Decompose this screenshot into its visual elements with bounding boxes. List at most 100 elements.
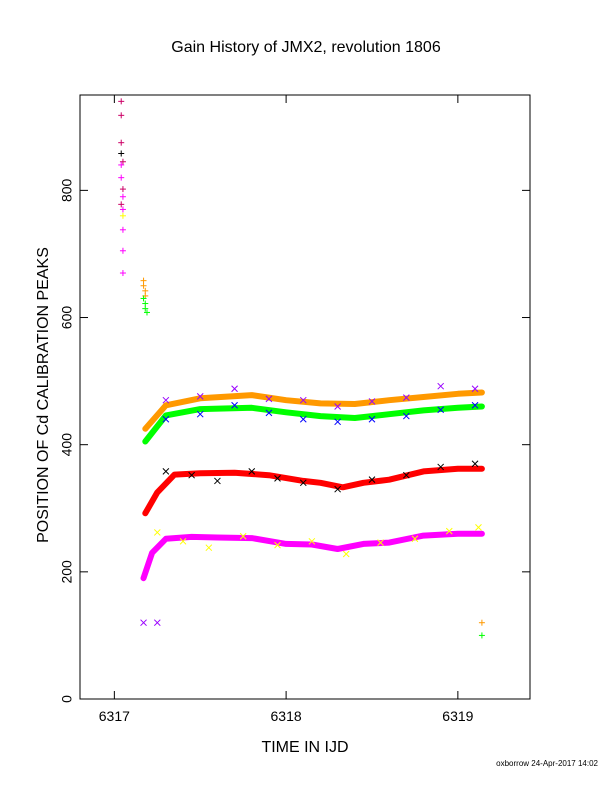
data-point (334, 485, 341, 493)
chart-title: Gain History of JMX2, revolution 1806 (171, 39, 441, 56)
data-point (119, 206, 126, 213)
series-12 (119, 212, 126, 219)
marker-stroke (188, 471, 195, 479)
data-point (143, 309, 150, 316)
x-tick-label: 6319 (442, 708, 473, 724)
data-point (140, 277, 147, 284)
data-point (140, 295, 147, 302)
series-11 (118, 150, 125, 157)
data-point (119, 226, 126, 233)
series-line (142, 389, 485, 432)
series-line (140, 530, 485, 582)
marker-stroke (214, 477, 221, 485)
y-tick-label: 200 (59, 560, 75, 584)
marker-stroke (334, 403, 341, 410)
series-4 (162, 460, 479, 493)
marker-stroke (179, 537, 187, 545)
marker-stroke (299, 479, 307, 487)
marker-stroke (162, 415, 170, 423)
data-point (308, 537, 316, 545)
data-point (196, 410, 204, 418)
series-line (142, 465, 485, 517)
x-tick-label: 6317 (99, 708, 130, 724)
data-point (179, 537, 187, 545)
marker-stroke (402, 412, 410, 420)
data-point (471, 385, 479, 393)
data-point (274, 475, 281, 482)
data-point (196, 393, 204, 400)
y-tick-label: 600 (59, 306, 75, 330)
data-point (119, 186, 126, 193)
marker-stroke (471, 460, 479, 468)
data-point (475, 523, 482, 531)
x-tick-label: 6318 (271, 708, 302, 724)
series-13 (140, 277, 485, 626)
series-2 (142, 465, 485, 517)
marker-stroke (162, 396, 170, 404)
series-14 (140, 295, 485, 639)
series-line (142, 403, 485, 445)
data-point (142, 300, 149, 307)
marker-stroke (471, 385, 479, 393)
marker-stroke (274, 475, 281, 482)
marker-stroke (334, 418, 341, 426)
data-point (248, 468, 256, 475)
data-point (368, 398, 376, 405)
data-point (140, 282, 147, 289)
data-point (214, 477, 221, 485)
series-3 (140, 530, 485, 582)
marker-stroke (231, 385, 238, 393)
marker-stroke (239, 532, 247, 540)
marker-stroke (437, 463, 445, 471)
plot-frame (79, 94, 531, 700)
marker-stroke (411, 535, 419, 543)
marker-stroke (437, 406, 445, 414)
data-point (471, 401, 479, 409)
data-point (142, 287, 149, 294)
marker-stroke (475, 523, 482, 531)
marker-stroke (402, 394, 410, 401)
data-point (142, 305, 149, 312)
data-point (118, 150, 125, 157)
marker-stroke (196, 410, 204, 418)
marker-stroke (445, 527, 453, 535)
data-point (162, 415, 170, 423)
footer-credit: oxborrow 24-Apr-2017 14:02 (496, 759, 598, 768)
marker-stroke (368, 398, 376, 405)
data-point (205, 544, 213, 552)
series-10 (118, 161, 126, 277)
data-point (299, 479, 307, 487)
y-tick-label: 400 (59, 433, 75, 457)
data-point (153, 619, 161, 627)
data-point (437, 463, 445, 471)
data-point (437, 382, 445, 390)
marker-stroke (265, 409, 273, 417)
series-6 (162, 401, 479, 426)
marker-stroke (437, 382, 445, 390)
marker-stroke (402, 471, 410, 479)
marker-stroke (368, 476, 376, 484)
data-point (377, 539, 384, 546)
data-point (162, 396, 170, 404)
data-point (118, 139, 125, 146)
marker-stroke (231, 401, 238, 409)
data-point (118, 201, 125, 208)
data-point (478, 619, 485, 626)
data-point (299, 415, 307, 423)
axis-ticks: 6317 6318 6319 0 200 400 600 800 (59, 95, 530, 724)
series-5 (153, 523, 482, 558)
data-point (445, 527, 453, 535)
marker-stroke (153, 529, 161, 536)
data-point (119, 247, 126, 254)
x-axis-label: TIME IN IJD (261, 739, 348, 756)
y-axis-label: POSITION OF Cd CALIBRATION PEAKS (35, 247, 52, 543)
marker-stroke (299, 396, 307, 404)
data-point (118, 161, 125, 168)
series-0 (142, 389, 485, 432)
y-tick-label: 0 (59, 695, 75, 703)
marker-stroke (162, 468, 170, 475)
marker-stroke (140, 619, 147, 627)
series-1 (142, 403, 485, 445)
data-point (118, 174, 125, 181)
data-point (411, 535, 419, 543)
